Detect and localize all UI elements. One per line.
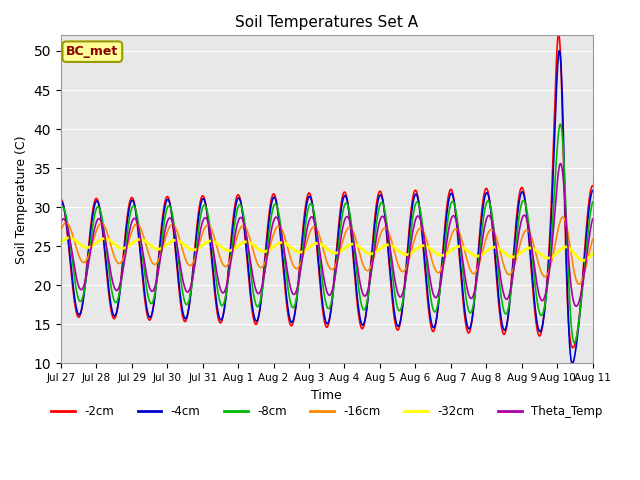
- -2cm: [555, 31, 563, 37]
- -2cm: [454, 232, 461, 238]
- Line: -16cm: -16cm: [61, 217, 593, 284]
- Text: BC_met: BC_met: [66, 45, 118, 58]
- -2cm: [589, 183, 596, 189]
- Title: Soil Temperatures Set A: Soil Temperatures Set A: [236, 15, 419, 30]
- -8cm: [570, 340, 578, 346]
- -4cm: [589, 188, 596, 193]
- -2cm: [569, 345, 577, 350]
- -8cm: [57, 206, 65, 212]
- -4cm: [154, 270, 161, 276]
- -32cm: [154, 246, 161, 252]
- -8cm: [494, 266, 502, 272]
- -8cm: [454, 220, 461, 226]
- -16cm: [376, 233, 383, 239]
- -32cm: [376, 246, 384, 252]
- -4cm: [556, 48, 563, 53]
- Line: Theta_Temp: Theta_Temp: [61, 164, 593, 306]
- Theta_Temp: [454, 224, 461, 230]
- Y-axis label: Soil Temperature (C): Soil Temperature (C): [15, 135, 28, 264]
- Line: -2cm: -2cm: [61, 34, 593, 348]
- Line: -8cm: -8cm: [61, 124, 593, 343]
- -32cm: [403, 252, 411, 257]
- -8cm: [556, 121, 564, 127]
- -4cm: [454, 229, 461, 235]
- Theta_Temp: [57, 219, 65, 225]
- -4cm: [494, 288, 502, 293]
- -32cm: [260, 249, 268, 254]
- -32cm: [579, 258, 587, 264]
- -2cm: [494, 294, 502, 300]
- -16cm: [403, 264, 410, 269]
- Theta_Temp: [557, 161, 564, 167]
- Theta_Temp: [403, 270, 410, 276]
- -8cm: [376, 203, 383, 208]
- -2cm: [403, 255, 410, 261]
- Theta_Temp: [572, 303, 580, 309]
- -2cm: [154, 265, 161, 271]
- -16cm: [454, 227, 461, 233]
- -4cm: [260, 269, 268, 275]
- Theta_Temp: [376, 218, 383, 224]
- Line: -4cm: -4cm: [61, 50, 593, 363]
- -16cm: [57, 228, 65, 233]
- Theta_Temp: [589, 216, 596, 222]
- -32cm: [589, 251, 596, 256]
- -32cm: [65, 235, 73, 240]
- -32cm: [454, 244, 461, 250]
- -8cm: [154, 274, 161, 279]
- Line: -32cm: -32cm: [61, 238, 593, 261]
- -16cm: [494, 240, 502, 246]
- -16cm: [154, 259, 161, 265]
- -4cm: [57, 199, 65, 205]
- -2cm: [260, 264, 268, 270]
- Theta_Temp: [494, 257, 502, 263]
- Theta_Temp: [154, 273, 161, 278]
- -32cm: [57, 239, 65, 245]
- -16cm: [589, 237, 596, 242]
- X-axis label: Time: Time: [312, 389, 342, 402]
- -16cm: [260, 262, 268, 267]
- -16cm: [559, 214, 566, 220]
- -16cm: [575, 281, 583, 287]
- -4cm: [403, 261, 410, 266]
- -8cm: [260, 274, 268, 279]
- -2cm: [57, 196, 65, 202]
- -2cm: [376, 188, 383, 194]
- Legend: -2cm, -4cm, -8cm, -16cm, -32cm, Theta_Temp: -2cm, -4cm, -8cm, -16cm, -32cm, Theta_Te…: [47, 401, 607, 423]
- -4cm: [568, 360, 576, 366]
- -8cm: [589, 199, 596, 205]
- -8cm: [403, 268, 410, 274]
- -32cm: [494, 245, 502, 251]
- Theta_Temp: [260, 273, 268, 279]
- -4cm: [376, 192, 383, 198]
